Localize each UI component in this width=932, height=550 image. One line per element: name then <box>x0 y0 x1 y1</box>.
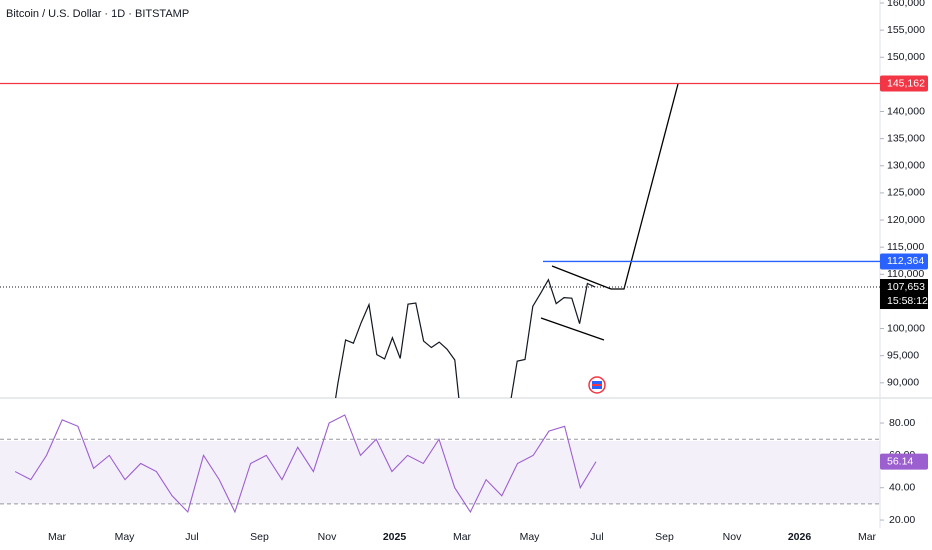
flag-icon <box>588 376 606 394</box>
y-tick-label: 150,000 <box>887 51 925 63</box>
y-tick-label: 135,000 <box>887 132 925 144</box>
x-tick-label: May <box>115 531 136 543</box>
x-tick-label: May <box>520 531 541 543</box>
y-tick-label: 80.00 <box>889 417 915 429</box>
countdown-label: 15:58:12 <box>887 295 928 307</box>
projection <box>611 83 679 290</box>
y-tick-label: 130,000 <box>887 160 925 172</box>
last-price-label: 107,653 <box>887 281 925 293</box>
flag-upper <box>551 265 612 290</box>
drawings <box>540 83 679 341</box>
y-tick-label: 140,000 <box>887 105 925 117</box>
x-tick-label: 2026 <box>788 531 812 543</box>
price-pane <box>335 278 596 398</box>
x-tick-label: Mar <box>453 531 472 543</box>
flag-lower <box>540 317 605 341</box>
y-tick-label: 100,000 <box>887 322 925 334</box>
y-tick-label: 40.00 <box>889 481 915 493</box>
x-tick-label: Nov <box>723 531 742 543</box>
rsi-value-label: 56.14 <box>887 455 913 467</box>
price-line <box>335 278 596 398</box>
level-label: 112,364 <box>887 255 924 267</box>
y-tick-label: 95,000 <box>887 349 919 361</box>
x-tick-label: Jul <box>185 531 198 543</box>
x-tick-label: Mar <box>48 531 67 543</box>
x-tick-label: Sep <box>250 531 269 543</box>
level-box <box>880 75 928 92</box>
y-tick-label: 20.00 <box>889 514 915 526</box>
x-tick-label: 2025 <box>383 531 407 543</box>
symbol-title: Bitcoin / U.S. Dollar · 1D · BITSTAMP <box>6 8 189 20</box>
level-box <box>880 253 928 270</box>
y-tick-label: 160,000 <box>887 0 925 9</box>
y-tick-label: 125,000 <box>887 187 925 199</box>
y-tick-label: 90,000 <box>887 377 919 389</box>
y-tick-label: 115,000 <box>887 241 924 253</box>
x-tick-label: Sep <box>655 531 674 543</box>
y-tick-label: 120,000 <box>887 214 925 226</box>
x-tick-label: Mar <box>858 531 877 543</box>
y-tick-label: 155,000 <box>887 24 925 36</box>
rsi-value-box <box>880 453 928 470</box>
rsi-line <box>14 414 597 514</box>
x-tick-label: Nov <box>318 531 337 543</box>
rsi-band <box>0 441 880 504</box>
x-tick-label: Jul <box>590 531 603 543</box>
y-tick-label: 110,000 <box>887 268 924 280</box>
level-label: 145,162 <box>887 77 925 89</box>
last-price-box <box>880 279 928 310</box>
